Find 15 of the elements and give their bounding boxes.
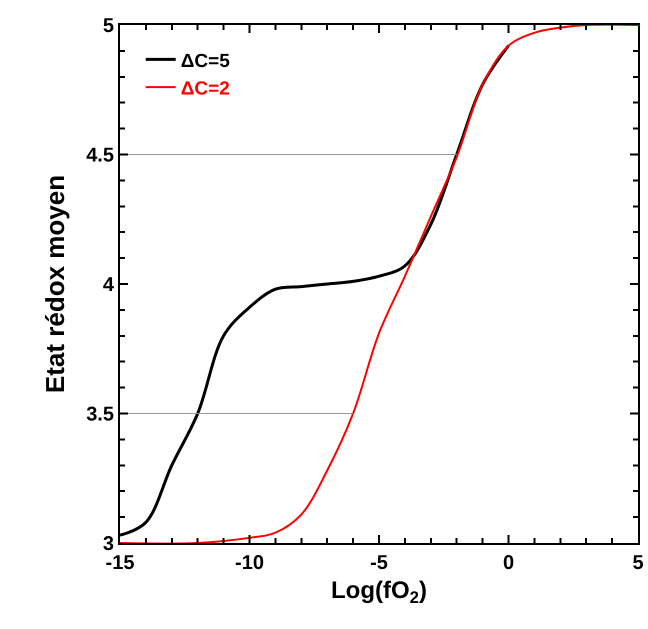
legend-label: ΔC=5 (180, 50, 230, 72)
y-tick-label: 3.5 (86, 404, 114, 426)
x-tick-label: 5 (632, 552, 644, 574)
y-tick-label: 5 (102, 15, 114, 37)
x-tick-label: -5 (370, 552, 388, 574)
x-tick-label: -15 (106, 552, 134, 574)
x-axis-title: Log(fO$_{2}$) (331, 576, 427, 607)
y-tick-label: 4.5 (86, 144, 114, 166)
line-series (120, 25, 638, 543)
y-tick-label: 3 (102, 533, 114, 555)
x-tick-label: -10 (235, 552, 264, 574)
x-tick-label: 0 (502, 552, 514, 574)
legend-label: ΔC=2 (180, 78, 230, 100)
y-axis-title: Etat rédox moyen (40, 174, 70, 394)
y-tick-label: 4 (102, 274, 115, 296)
